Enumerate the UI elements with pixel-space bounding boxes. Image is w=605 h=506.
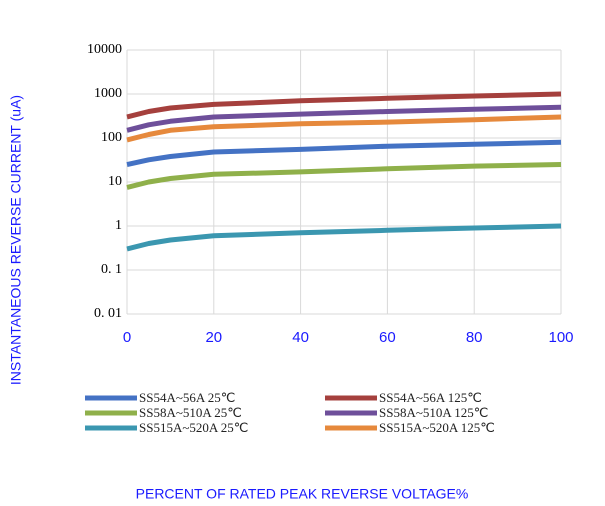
y-tick-label: 0. 01 (94, 306, 122, 321)
y-tick-label: 100 (101, 130, 122, 145)
series-line (126, 139, 562, 167)
series-line (126, 223, 562, 252)
y-tick-label: 10 (108, 174, 122, 189)
legend-label: SS58A~510A 125℃ (379, 405, 488, 420)
x-tick-label: 100 (548, 329, 573, 346)
x-tick-label: 0 (123, 329, 131, 346)
x-tick-label: 40 (292, 329, 309, 346)
x-tick-label: 60 (379, 329, 396, 346)
y-axis-title: INSTANTANEOUS REVERSE CURRENT (uA) (8, 95, 24, 385)
x-tick-label: 80 (466, 329, 483, 346)
series-line (126, 114, 562, 143)
legend-label: SS54A~56A 25℃ (139, 390, 235, 405)
legend-label: SS54A~56A 125℃ (379, 390, 482, 405)
series-line (126, 162, 562, 190)
legend-label: SS515A~520A 125℃ (379, 420, 495, 435)
y-tick-label: 1000 (94, 86, 122, 101)
y-tick-label: 10000 (87, 42, 122, 57)
y-tick-label: 1 (115, 218, 122, 233)
series-line (126, 91, 562, 120)
legend-label: SS58A~510A 25℃ (139, 405, 242, 420)
series-line (126, 104, 562, 133)
y-tick-label: 0. 1 (101, 262, 122, 277)
x-tick-label: 20 (205, 329, 222, 346)
legend-label: SS515A~520A 25℃ (139, 420, 248, 435)
x-axis-title: PERCENT OF RATED PEAK REVERSE VOLTAGE% (136, 486, 469, 502)
